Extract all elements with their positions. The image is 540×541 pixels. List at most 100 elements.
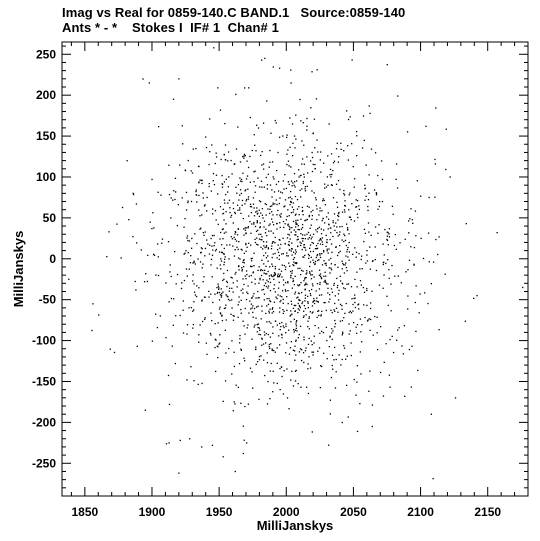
data-point (250, 258, 252, 260)
data-point (242, 261, 244, 263)
data-point (341, 239, 343, 241)
x-tick-label: 2050 (340, 505, 367, 519)
data-point (269, 223, 271, 225)
data-point (387, 244, 389, 246)
data-point (334, 326, 336, 328)
data-point (268, 166, 270, 168)
data-point (353, 178, 356, 180)
data-point (240, 402, 242, 404)
data-point (401, 345, 403, 347)
data-point (295, 221, 297, 223)
data-point (276, 297, 278, 300)
data-point (242, 320, 244, 322)
data-point (369, 307, 372, 310)
data-point (379, 200, 381, 203)
data-point (320, 315, 322, 317)
data-point (257, 269, 259, 272)
data-point (330, 232, 332, 234)
data-point (195, 194, 197, 196)
data-point (197, 258, 199, 260)
data-point (385, 262, 387, 265)
data-point (476, 294, 478, 297)
data-point (268, 321, 270, 323)
data-point (287, 255, 289, 257)
data-point (250, 232, 252, 234)
data-point (245, 243, 247, 246)
data-point (206, 210, 208, 212)
data-point (271, 308, 274, 310)
data-point (226, 280, 228, 283)
data-point (350, 312, 353, 314)
data-point (346, 251, 348, 253)
data-point (248, 242, 250, 244)
data-point (347, 416, 349, 418)
data-point (325, 326, 328, 328)
data-point (359, 268, 361, 270)
data-point (356, 213, 358, 215)
data-point (345, 262, 347, 264)
data-point (331, 311, 333, 314)
data-point (301, 210, 304, 213)
data-point (354, 301, 356, 304)
data-point (243, 357, 245, 359)
data-point (344, 234, 346, 237)
data-point (215, 156, 218, 158)
data-point (342, 283, 344, 285)
data-point (226, 285, 228, 288)
data-point (258, 200, 261, 202)
data-point (374, 246, 376, 248)
data-point (215, 174, 218, 176)
data-point (279, 239, 281, 241)
data-point (144, 409, 146, 411)
data-point (245, 270, 248, 272)
data-point (237, 316, 239, 318)
data-point (232, 291, 234, 293)
data-point (300, 233, 302, 235)
data-point (201, 267, 203, 269)
data-point (214, 338, 217, 341)
data-point (319, 159, 321, 161)
data-point (350, 342, 352, 344)
data-point (169, 271, 171, 273)
data-point (227, 296, 229, 298)
data-point (359, 280, 362, 282)
data-point (211, 276, 213, 278)
data-point (213, 234, 215, 237)
data-point (306, 270, 308, 272)
data-point (293, 331, 295, 333)
data-point (238, 296, 240, 298)
data-point (264, 334, 266, 336)
data-point (377, 232, 379, 234)
data-point (303, 336, 305, 338)
data-point (223, 278, 225, 280)
axis-ticks (62, 42, 529, 497)
data-point (338, 354, 340, 356)
data-point (212, 301, 214, 304)
data-point (288, 329, 290, 331)
data-point (293, 328, 295, 331)
data-point (160, 194, 162, 196)
data-point (348, 251, 351, 253)
data-point (271, 265, 274, 267)
data-point (210, 190, 213, 192)
data-point (301, 163, 303, 165)
data-point (126, 160, 128, 162)
data-point (314, 324, 316, 327)
data-point (278, 344, 281, 346)
data-point (305, 276, 307, 279)
data-point (309, 234, 312, 236)
data-point (326, 357, 328, 360)
data-point (245, 232, 247, 234)
data-point (258, 398, 260, 401)
data-point (287, 233, 289, 236)
data-point (301, 237, 303, 240)
data-point (341, 331, 344, 333)
data-point (231, 299, 233, 301)
data-point (157, 256, 159, 258)
data-point (295, 354, 297, 356)
data-point (265, 342, 267, 344)
data-point (375, 269, 378, 272)
data-point (332, 221, 334, 224)
data-point (203, 234, 205, 236)
data-point (422, 257, 425, 260)
